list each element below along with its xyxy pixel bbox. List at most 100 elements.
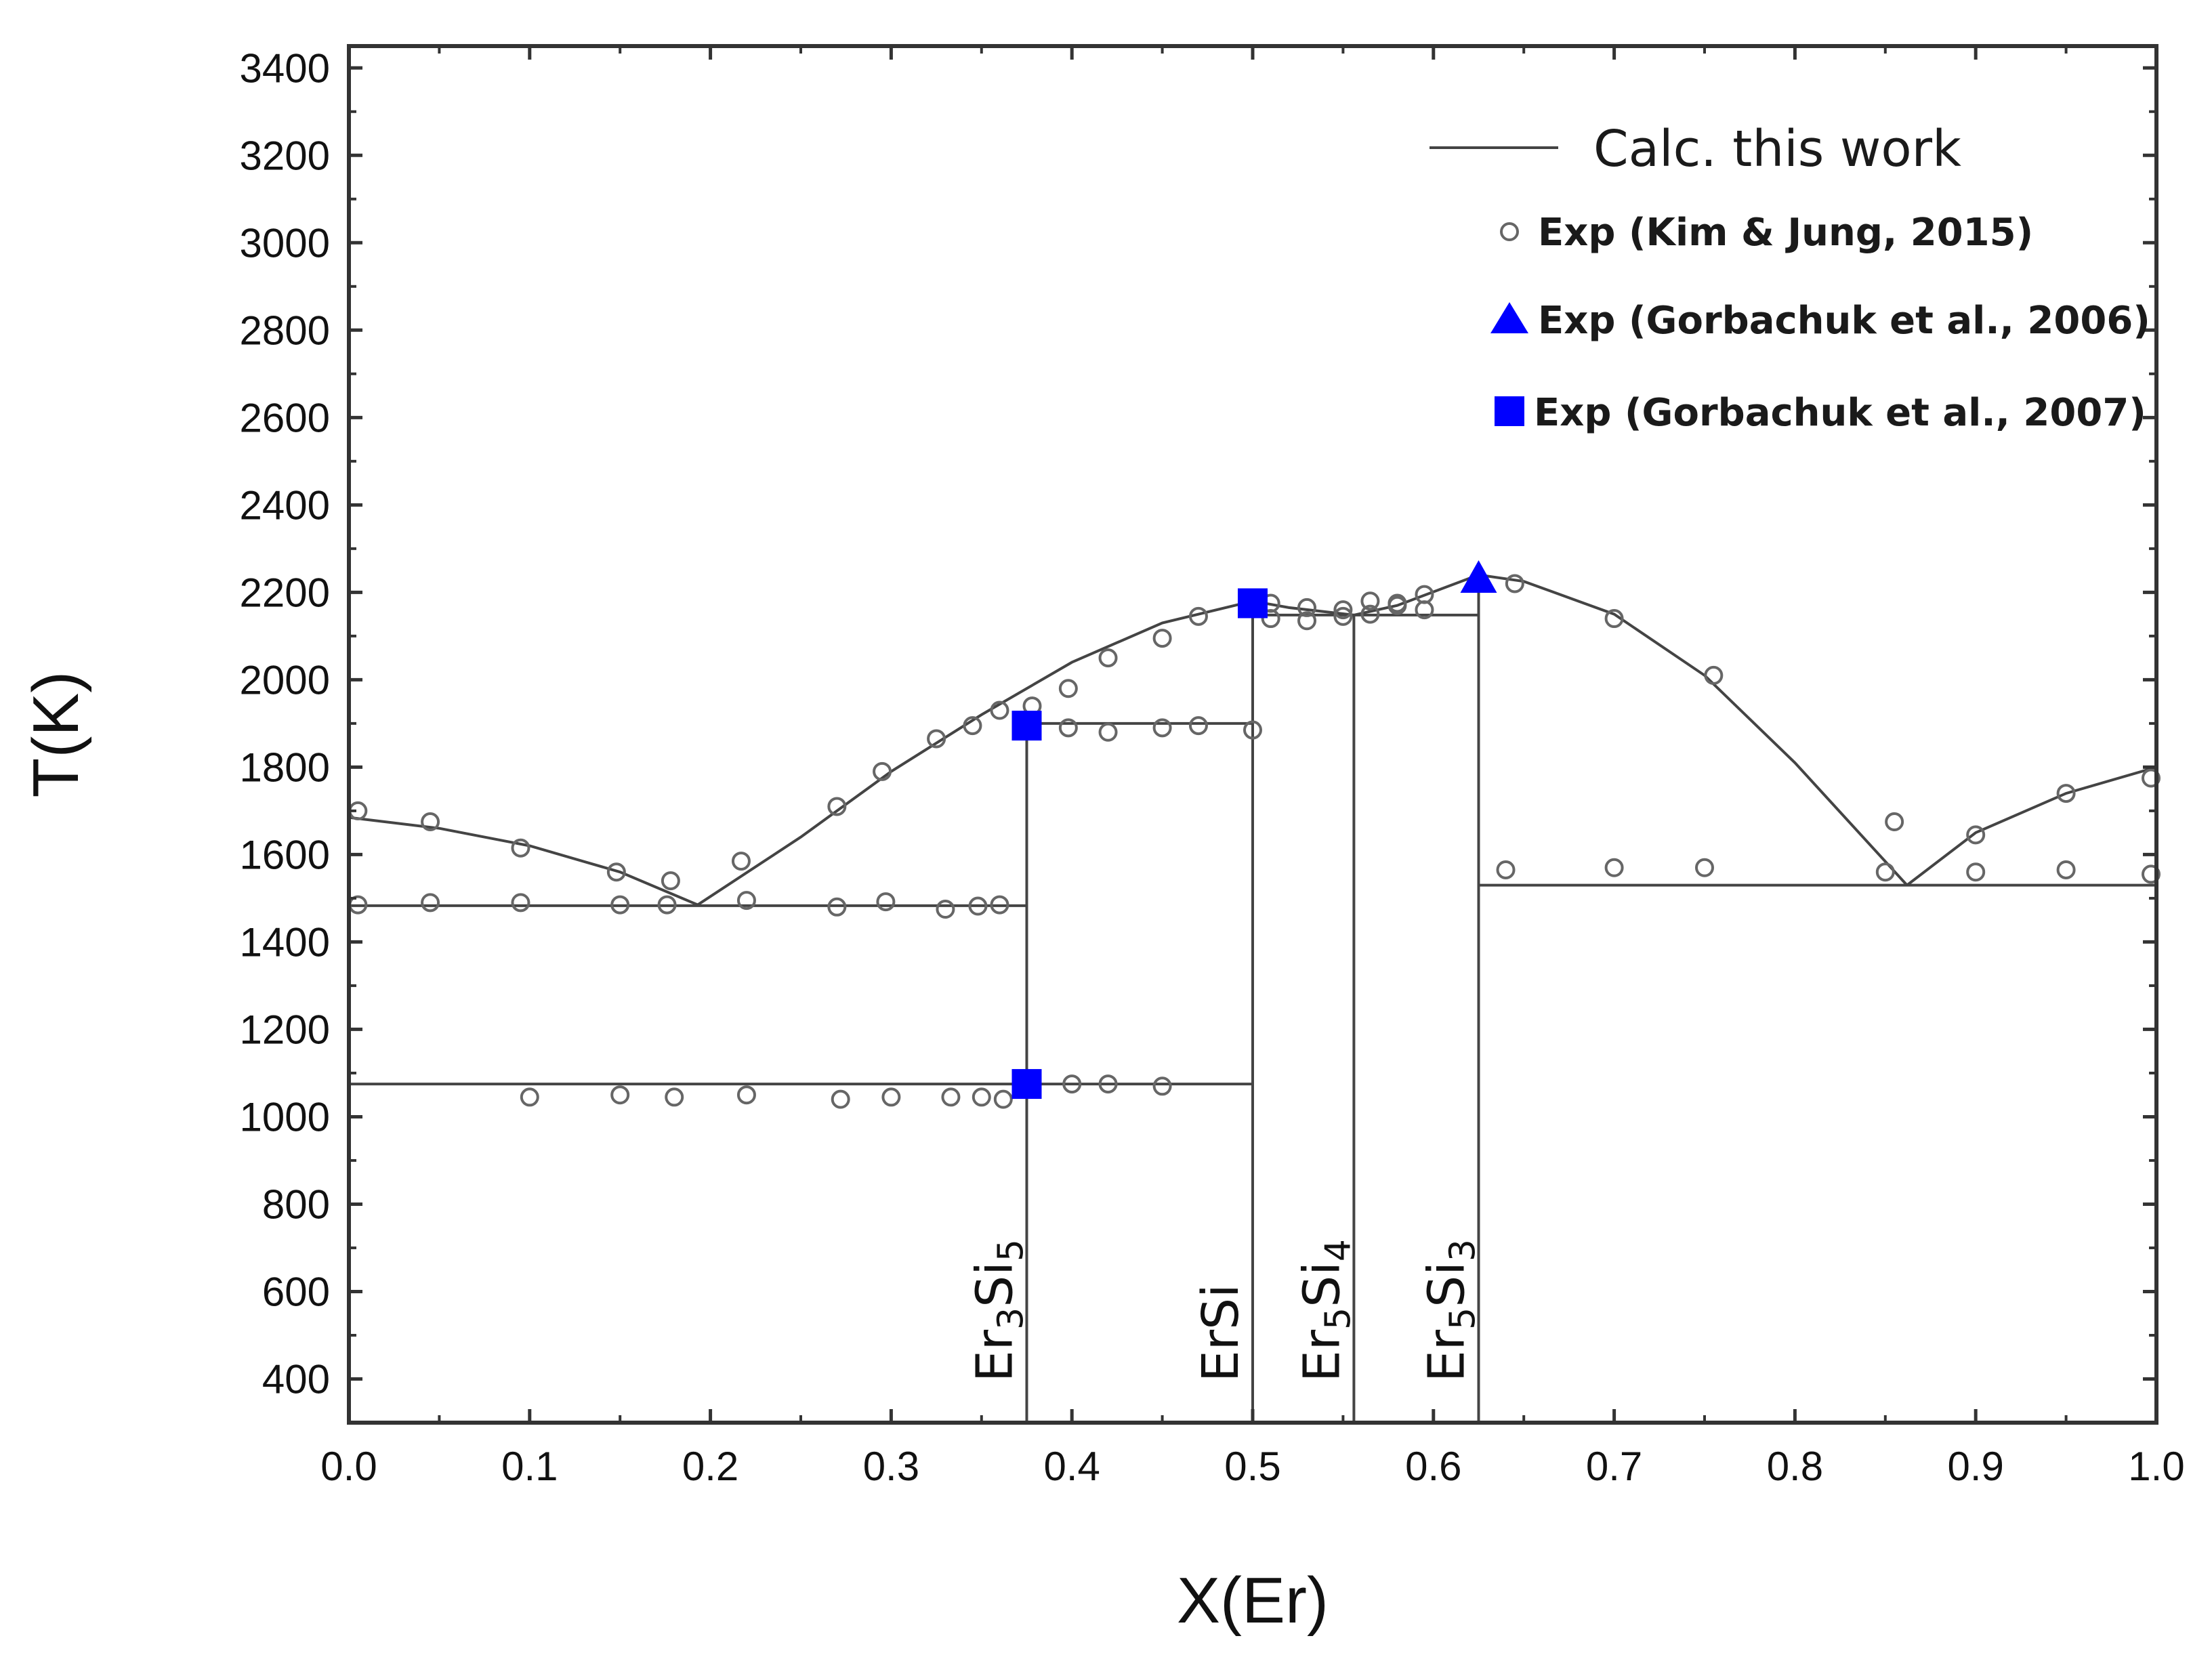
x-tick-label: 0.4 <box>1043 1444 1100 1489</box>
kim-jung-point <box>606 862 626 882</box>
phase-symbol: Si <box>1418 1261 1476 1307</box>
chart-marks <box>348 560 2161 1423</box>
kim-jung-point <box>736 1085 756 1105</box>
gorbachuk-2007-point <box>1011 1069 1042 1100</box>
phase-subscript: 3 <box>1443 1239 1484 1261</box>
phase-symbol: Si <box>966 1261 1024 1307</box>
kim-jung-point <box>731 852 751 871</box>
kim-jung-point <box>1152 1076 1172 1096</box>
y-tick-label: 2200 <box>240 570 330 615</box>
kim-jung-point <box>2056 784 2076 803</box>
kim-jung-point <box>990 895 1009 915</box>
phase-subscript: 3 <box>991 1307 1032 1330</box>
x-tick-label: 1.0 <box>2128 1444 2184 1489</box>
kim-jung-point <box>1098 648 1118 668</box>
y-tick-label: 3400 <box>240 45 330 91</box>
phase-symbol: Si <box>1293 1261 1351 1307</box>
kim-jung-point <box>1243 720 1262 740</box>
gorbachuk-2007-point <box>1238 588 1268 619</box>
axis-ticks <box>347 46 2158 1423</box>
phase-label-3: Er5Si3 <box>1418 1239 1484 1382</box>
kim-jung-point <box>520 1087 539 1107</box>
kim-jung-point <box>511 893 530 913</box>
phase-label-1: ErSi <box>1192 1284 1250 1382</box>
kim-jung-point <box>1152 718 1172 738</box>
kim-jung-point <box>421 812 440 832</box>
x-tick-label: 0.6 <box>1405 1444 1461 1489</box>
kim-jung-point <box>941 1087 961 1107</box>
phase-subscript: 5 <box>1443 1307 1484 1330</box>
y-tick-label: 1600 <box>240 832 330 877</box>
y-tick-label: 3200 <box>240 133 330 178</box>
x-axis-title: X(Er) <box>1177 1564 1329 1637</box>
kim-jung-point <box>2141 768 2161 788</box>
y-tick-label: 3000 <box>240 220 330 266</box>
kim-jung-point <box>1297 611 1317 631</box>
kim-jung-point <box>993 1089 1013 1109</box>
y-tick-label: 2400 <box>240 482 330 528</box>
kim-jung-point <box>1333 606 1353 626</box>
kim-jung-point <box>421 893 440 913</box>
kim-jung-point <box>1058 679 1078 698</box>
axis-tick-labels: 400 600 800 1000 1200 1400 1600 1800 2000 2200 240… <box>240 45 2185 1489</box>
kim-jung-point <box>963 716 982 736</box>
y-tick-label: 600 <box>262 1269 330 1314</box>
y-tick-label: 1400 <box>240 919 330 965</box>
y-tick-label: 1200 <box>240 1007 330 1052</box>
phase-subscript: 5 <box>991 1239 1032 1261</box>
kim-jung-point <box>657 895 677 915</box>
x-tick-label: 0.2 <box>682 1444 738 1489</box>
y-axis-title: T(K) <box>20 671 92 798</box>
phase-label-0: Er3Si5 <box>966 1239 1032 1382</box>
kim-jung-point <box>1875 862 1895 882</box>
kim-jung-point <box>1704 665 1724 685</box>
phase-symbol: ErSi <box>1192 1284 1250 1382</box>
y-tick-label: 1000 <box>240 1094 330 1139</box>
kim-jung-point <box>1604 858 1624 877</box>
legend-label-calc: Calc. this work <box>1593 120 1961 178</box>
gorbachuk-2007-point <box>1011 711 1042 741</box>
kim-jung-point <box>2056 860 2076 879</box>
calc-line-liquidus-er3si5-ersi <box>696 600 1253 906</box>
kim-jung-point <box>1333 600 1353 620</box>
kim-jung-point <box>1152 629 1172 648</box>
y-tick-label: 2800 <box>240 308 330 353</box>
kim-jung-point <box>1297 598 1317 617</box>
kim-jung-point <box>1604 609 1624 629</box>
kim-jung-point <box>665 1087 684 1107</box>
kim-jung-point <box>610 895 630 915</box>
kim-jung-point <box>1496 860 1516 879</box>
x-tick-label: 0.3 <box>863 1444 919 1489</box>
kim-jung-point <box>1360 604 1380 624</box>
gorbachuk-2006-point <box>1460 560 1497 593</box>
phase-label-2: Er5Si4 <box>1293 1239 1358 1382</box>
kim-jung-point <box>736 891 756 911</box>
kim-jung-point <box>1188 716 1208 736</box>
legend: Calc. this work Exp (Kim & Jung, 2015) Exp… <box>1430 120 2150 435</box>
phase-subscript: 4 <box>1318 1239 1358 1261</box>
y-tick-label: 800 <box>262 1181 330 1227</box>
phase-subscript: 5 <box>1318 1307 1358 1330</box>
kim-jung-point <box>1098 722 1118 742</box>
y-tick-label: 1800 <box>240 745 330 790</box>
kim-jung-point <box>1261 609 1280 629</box>
kim-jung-point <box>1885 812 1904 832</box>
kim-jung-point <box>1387 593 1407 613</box>
calc-line-liquidus-er-rich <box>1906 766 2157 887</box>
x-tick-label: 0.0 <box>320 1444 377 1489</box>
kim-jung-point <box>1505 574 1524 593</box>
kim-jung-point <box>610 1085 630 1105</box>
y-tick-label: 2600 <box>240 395 330 440</box>
x-tick-label: 0.7 <box>1586 1444 1642 1489</box>
phase-labels: Er3Si5 ErSi Er5Si4 Er5Si3 <box>966 1239 1484 1382</box>
legend-circle-icon <box>1500 222 1519 241</box>
legend-label-gorbachuk-2006: Exp (Gorbachuk et al., 2006) <box>1538 299 2150 343</box>
kim-jung-point <box>1188 606 1208 626</box>
kim-jung-point <box>1098 1074 1118 1094</box>
kim-jung-point <box>1058 718 1078 738</box>
kim-jung-point <box>1695 858 1714 877</box>
kim-jung-point <box>661 871 680 891</box>
kim-jung-point <box>511 838 530 858</box>
